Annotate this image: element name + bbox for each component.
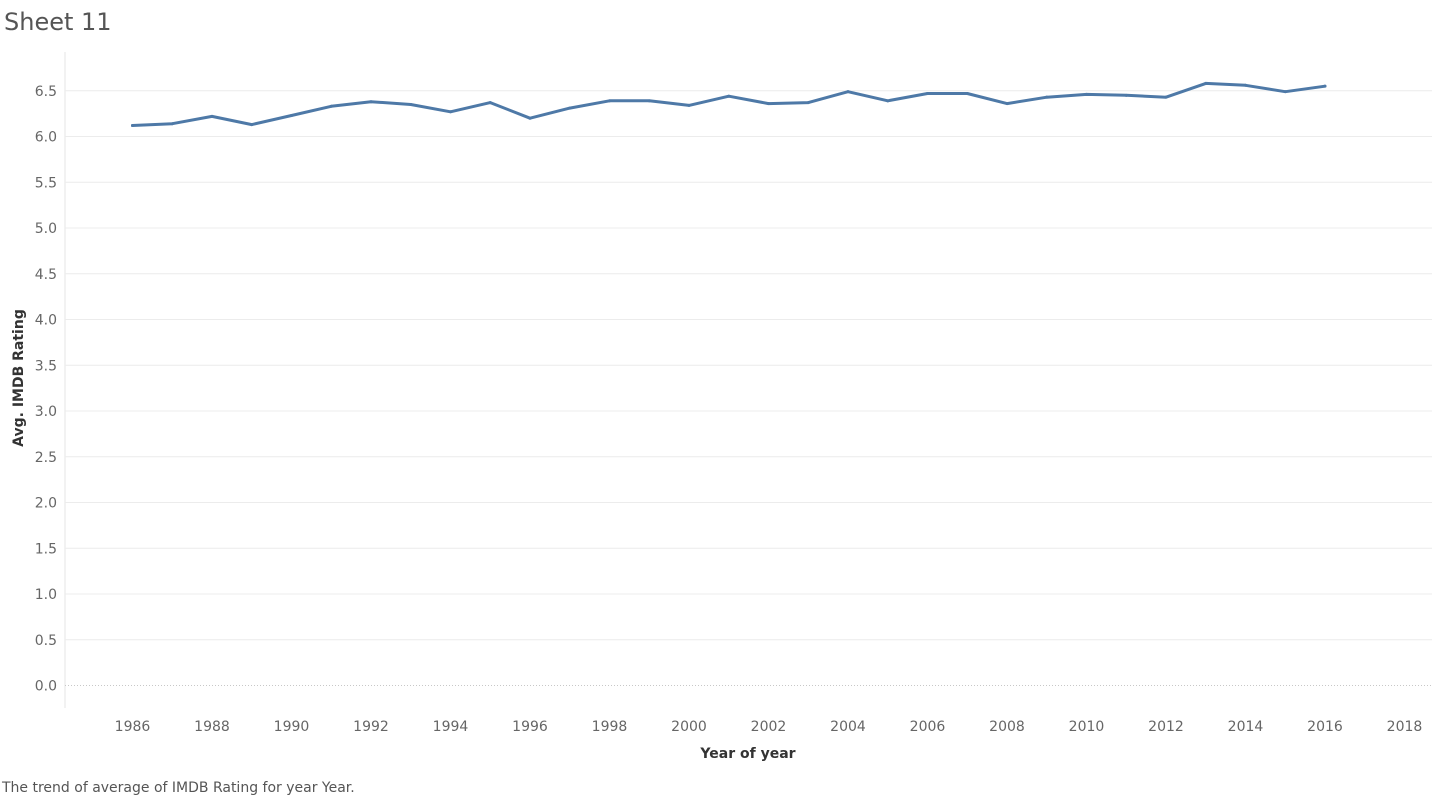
data-point[interactable] — [369, 100, 373, 104]
y-tick-label: 4.0 — [35, 313, 57, 329]
data-point[interactable] — [1005, 102, 1009, 106]
data-point[interactable] — [1244, 83, 1247, 87]
data-point[interactable] — [131, 124, 134, 128]
y-tick-label: 0.0 — [35, 679, 57, 695]
y-axis-ticks: 0.0 0.5 1.0 1.5 2.0 2.5 3.0 3.5 4.0 4.5 5.0 5.5 6.0 6… — [35, 84, 57, 695]
y-tick-label: 6.5 — [35, 84, 57, 100]
x-tick-label: 1988 — [194, 719, 230, 735]
y-tick-label: 4.5 — [35, 267, 57, 283]
data-point[interactable] — [608, 99, 611, 103]
x-tick-label: 1996 — [512, 719, 548, 735]
y-tick-label: 2.5 — [35, 450, 57, 466]
chart-caption: The trend of average of IMDB Rating for … — [2, 780, 355, 796]
data-point[interactable] — [329, 104, 333, 108]
data-point[interactable] — [767, 102, 770, 106]
data-point[interactable] — [210, 114, 214, 118]
y-tick-label: 2.0 — [35, 496, 57, 512]
data-point[interactable] — [528, 116, 532, 120]
series-layer — [131, 81, 1327, 128]
x-axis-title: Year of year — [699, 746, 795, 762]
x-tick-label: 2016 — [1307, 719, 1343, 735]
sheet-title: Sheet 11 — [4, 8, 112, 36]
data-point[interactable] — [1283, 90, 1287, 94]
y-tick-label: 6.0 — [35, 130, 57, 146]
data-point[interactable] — [1164, 95, 1168, 99]
data-point[interactable] — [568, 106, 572, 110]
x-tick-label: 2018 — [1387, 719, 1423, 735]
x-tick-label: 1992 — [353, 719, 389, 735]
data-point[interactable] — [926, 91, 929, 95]
data-point[interactable] — [449, 110, 452, 114]
y-tick-label: 0.5 — [35, 633, 57, 649]
data-point[interactable] — [170, 122, 174, 126]
x-tick-label: 2014 — [1228, 719, 1264, 735]
y-axis-title: Avg. IMDB Rating — [11, 309, 27, 447]
data-point[interactable] — [488, 101, 492, 105]
gridlines — [64, 52, 1432, 708]
data-point[interactable] — [1124, 93, 1128, 97]
x-tick-label: 1986 — [115, 719, 151, 735]
x-tick-label: 1994 — [433, 719, 469, 735]
data-point[interactable] — [409, 102, 413, 106]
x-tick-label: 2008 — [989, 719, 1025, 735]
x-tick-label: 2004 — [830, 719, 866, 735]
x-tick-label: 2006 — [910, 719, 946, 735]
x-tick-label: 1990 — [274, 719, 310, 735]
y-tick-label: 1.5 — [35, 541, 57, 557]
data-point[interactable] — [647, 99, 651, 103]
y-tick-label: 3.5 — [35, 358, 57, 374]
data-point[interactable] — [965, 91, 969, 95]
data-point[interactable] — [1323, 84, 1327, 88]
data-point[interactable] — [1085, 92, 1088, 96]
data-point[interactable] — [250, 123, 254, 127]
y-tick-label: 5.5 — [35, 175, 57, 191]
x-tick-label: 2002 — [751, 719, 787, 735]
data-point[interactable] — [886, 99, 890, 103]
data-point[interactable] — [727, 94, 731, 98]
data-point[interactable] — [846, 90, 850, 94]
x-tick-label: 2000 — [671, 719, 707, 735]
x-tick-label: 2012 — [1148, 719, 1184, 735]
data-point[interactable] — [1204, 81, 1208, 85]
data-point[interactable] — [290, 113, 293, 117]
y-tick-label: 1.0 — [35, 587, 57, 603]
y-tick-label: 3.0 — [35, 404, 57, 420]
x-tick-label: 1998 — [592, 719, 628, 735]
data-point[interactable] — [806, 101, 810, 105]
y-tick-label: 5.0 — [35, 221, 57, 237]
data-point[interactable] — [1045, 95, 1049, 99]
data-point[interactable] — [687, 103, 691, 107]
series-line — [131, 81, 1327, 127]
x-axis-ticks: 1986 1988 1990 1992 1994 1996 1998 2000 2002 2004… — [115, 719, 1423, 735]
x-tick-label: 2010 — [1069, 719, 1105, 735]
